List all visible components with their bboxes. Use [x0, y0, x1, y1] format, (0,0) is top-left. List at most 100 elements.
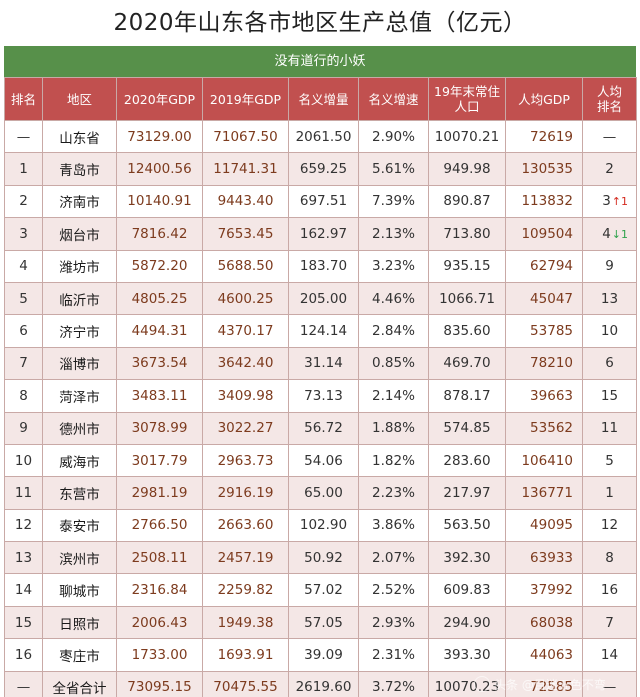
table-row: 14 聊城市 2316.84 2259.82 57.02 2.52% 609.83 37992… — [4, 573, 637, 607]
cell-gdp-2019-value: 5688.50 — [217, 258, 274, 275]
cell-nominal-increase-value: 31.14 — [304, 355, 343, 372]
cell-rank-value: — — [16, 679, 31, 696]
cell-gdp-2020-value: 5872.20 — [131, 258, 188, 275]
cell-region-value: 济宁市 — [59, 325, 100, 342]
cell-rank: 6 — [4, 314, 43, 348]
cell-gdp-2019-value: 7653.45 — [217, 225, 274, 242]
table-row: 8 菏泽市 3483.11 3409.98 73.13 2.14% 878.17 39663 1… — [4, 379, 637, 413]
cell-per-capita-gdp-value: 72619 — [530, 128, 573, 145]
cell-gdp-2019-value: 3409.98 — [217, 387, 274, 404]
cell-nominal-growth-value: 4.46% — [372, 290, 415, 307]
cell-rank: 14 — [4, 573, 43, 607]
table-row: 3 烟台市 7816.42 7653.45 162.97 2.13% 713.80 10950… — [4, 217, 637, 251]
header-region: 地区 — [42, 77, 117, 121]
cell-per-capita-gdp: 39663 — [505, 379, 583, 413]
cell-nominal-increase-value: 102.90 — [299, 517, 348, 534]
cell-nominal-growth-value: 3.72% — [372, 679, 415, 696]
cell-gdp-2019: 2963.73 — [202, 443, 289, 478]
table-row: 5 临沂市 4805.25 4600.25 205.00 4.46% 1066.71 4504… — [4, 281, 637, 316]
cell-rank: 13 — [4, 541, 43, 575]
cell-per-capita-gdp-value: 37992 — [530, 582, 573, 599]
cell-per-capita-gdp-value: 68038 — [530, 614, 573, 631]
cell-per-capita-rank: 7 — [582, 605, 637, 640]
cell-region: 滨州市 — [42, 541, 117, 575]
cell-region: 日照市 — [42, 605, 117, 640]
cell-rank: 9 — [4, 411, 43, 445]
cell-region: 枣庄市 — [42, 638, 117, 672]
cell-region-value: 聊城市 — [59, 584, 100, 601]
cell-rank: 10 — [4, 443, 43, 478]
cell-region: 威海市 — [42, 443, 117, 478]
cell-region-value: 威海市 — [59, 454, 100, 471]
cell-per-capita-rank-value: 14 — [600, 646, 619, 663]
header-nominal-growth: 名义增速 — [358, 77, 429, 121]
cell-gdp-2020-value: 2316.84 — [131, 582, 188, 599]
cell-per-capita-rank-value: 9 — [605, 258, 614, 275]
table-row: 15 日照市 2006.43 1949.38 57.05 2.93% 294.90 68038… — [4, 605, 637, 640]
cell-gdp-2019: 3022.27 — [202, 411, 289, 445]
cell-per-capita-rank: 4↓1 — [582, 217, 637, 251]
cell-per-capita-rank-value: 2 — [605, 161, 614, 178]
cell-gdp-2019-value: 1949.38 — [217, 614, 274, 631]
cell-region-value: 日照市 — [59, 616, 100, 633]
cell-region-value: 菏泽市 — [59, 389, 100, 406]
cell-per-capita-gdp: 106410 — [505, 443, 583, 478]
cell-nominal-increase-value: 162.97 — [299, 225, 348, 242]
cell-nominal-growth: 4.46% — [358, 281, 429, 316]
cell-gdp-2019: 9443.40 — [202, 184, 289, 219]
cell-per-capita-gdp-value: 62794 — [530, 258, 573, 275]
header-per-capita-rank-line2: 排名 — [596, 99, 622, 114]
cell-nominal-growth-value: 2.07% — [372, 549, 415, 566]
cell-per-capita-rank-value: 6 — [605, 355, 614, 372]
cell-nominal-increase-value: 2619.60 — [295, 679, 352, 696]
cell-per-capita-rank: — — [582, 119, 637, 154]
cell-per-capita-rank-value: 3 — [602, 193, 611, 210]
cell-population: 392.30 — [428, 541, 506, 575]
cell-population: 935.15 — [428, 249, 506, 283]
cell-rank: 5 — [4, 281, 43, 316]
cell-region-value: 东营市 — [59, 486, 100, 503]
cell-population-value: 878.17 — [443, 387, 491, 404]
cell-nominal-increase: 2619.60 — [288, 670, 359, 697]
cell-rank-value: 16 — [14, 646, 33, 663]
cell-nominal-growth: 3.86% — [358, 508, 429, 543]
cell-per-capita-gdp: 37992 — [505, 573, 583, 607]
cell-rank: 4 — [4, 249, 43, 283]
cell-region: 菏泽市 — [42, 379, 117, 413]
table-row: — 山东省 73129.00 71067.50 2061.50 2.90% 10070.21… — [4, 119, 637, 154]
cell-rank: 1 — [4, 152, 43, 186]
cell-region: 泰安市 — [42, 508, 117, 543]
header-rank: 排名 — [4, 77, 43, 121]
cell-gdp-2019-value: 1693.91 — [217, 646, 274, 663]
cell-per-capita-gdp-value: 63933 — [530, 549, 573, 566]
cell-nominal-growth-value: 2.93% — [372, 614, 415, 631]
cell-population: 890.87 — [428, 184, 506, 219]
cell-nominal-growth: 3.23% — [358, 249, 429, 283]
cell-per-capita-gdp-value: 106410 — [521, 452, 573, 469]
cell-gdp-2020-value: 10140.91 — [127, 193, 192, 210]
cell-nominal-increase: 57.05 — [288, 605, 359, 640]
cell-per-capita-rank-value: 8 — [605, 549, 614, 566]
cell-population-value: 10070.21 — [434, 128, 500, 145]
header-row: 排名 地区 2020年GDP 2019年GDP 名义增量 名义增速 19年末常住… — [4, 77, 637, 121]
cell-population: 563.50 — [428, 508, 506, 543]
cell-gdp-2020: 2981.19 — [116, 476, 203, 510]
cell-region-value: 滨州市 — [59, 551, 100, 568]
cell-nominal-increase: 697.51 — [288, 184, 359, 219]
page-title: 2020年山东各市地区生产总值（亿元） — [0, 0, 640, 46]
cell-gdp-2019: 1949.38 — [202, 605, 289, 640]
cell-gdp-2019: 2663.60 — [202, 508, 289, 543]
cell-rank-value: 15 — [14, 614, 33, 631]
table-row: 10 威海市 3017.79 2963.73 54.06 1.82% 283.60 10641… — [4, 443, 637, 478]
cell-region: 淄博市 — [42, 346, 117, 381]
cell-gdp-2020: 73095.15 — [116, 670, 203, 697]
cell-nominal-growth-value: 1.88% — [372, 420, 415, 437]
cell-nominal-growth: 2.31% — [358, 638, 429, 672]
cell-nominal-growth: 1.88% — [358, 411, 429, 445]
cell-rank-value: 13 — [14, 549, 33, 566]
cell-rank-value: 11 — [14, 484, 33, 501]
cell-region: 聊城市 — [42, 573, 117, 607]
cell-gdp-2019-value: 3642.40 — [217, 355, 274, 372]
cell-gdp-2020: 3483.11 — [116, 379, 203, 413]
header-per-capita-rank: 人均 排名 — [582, 77, 637, 121]
